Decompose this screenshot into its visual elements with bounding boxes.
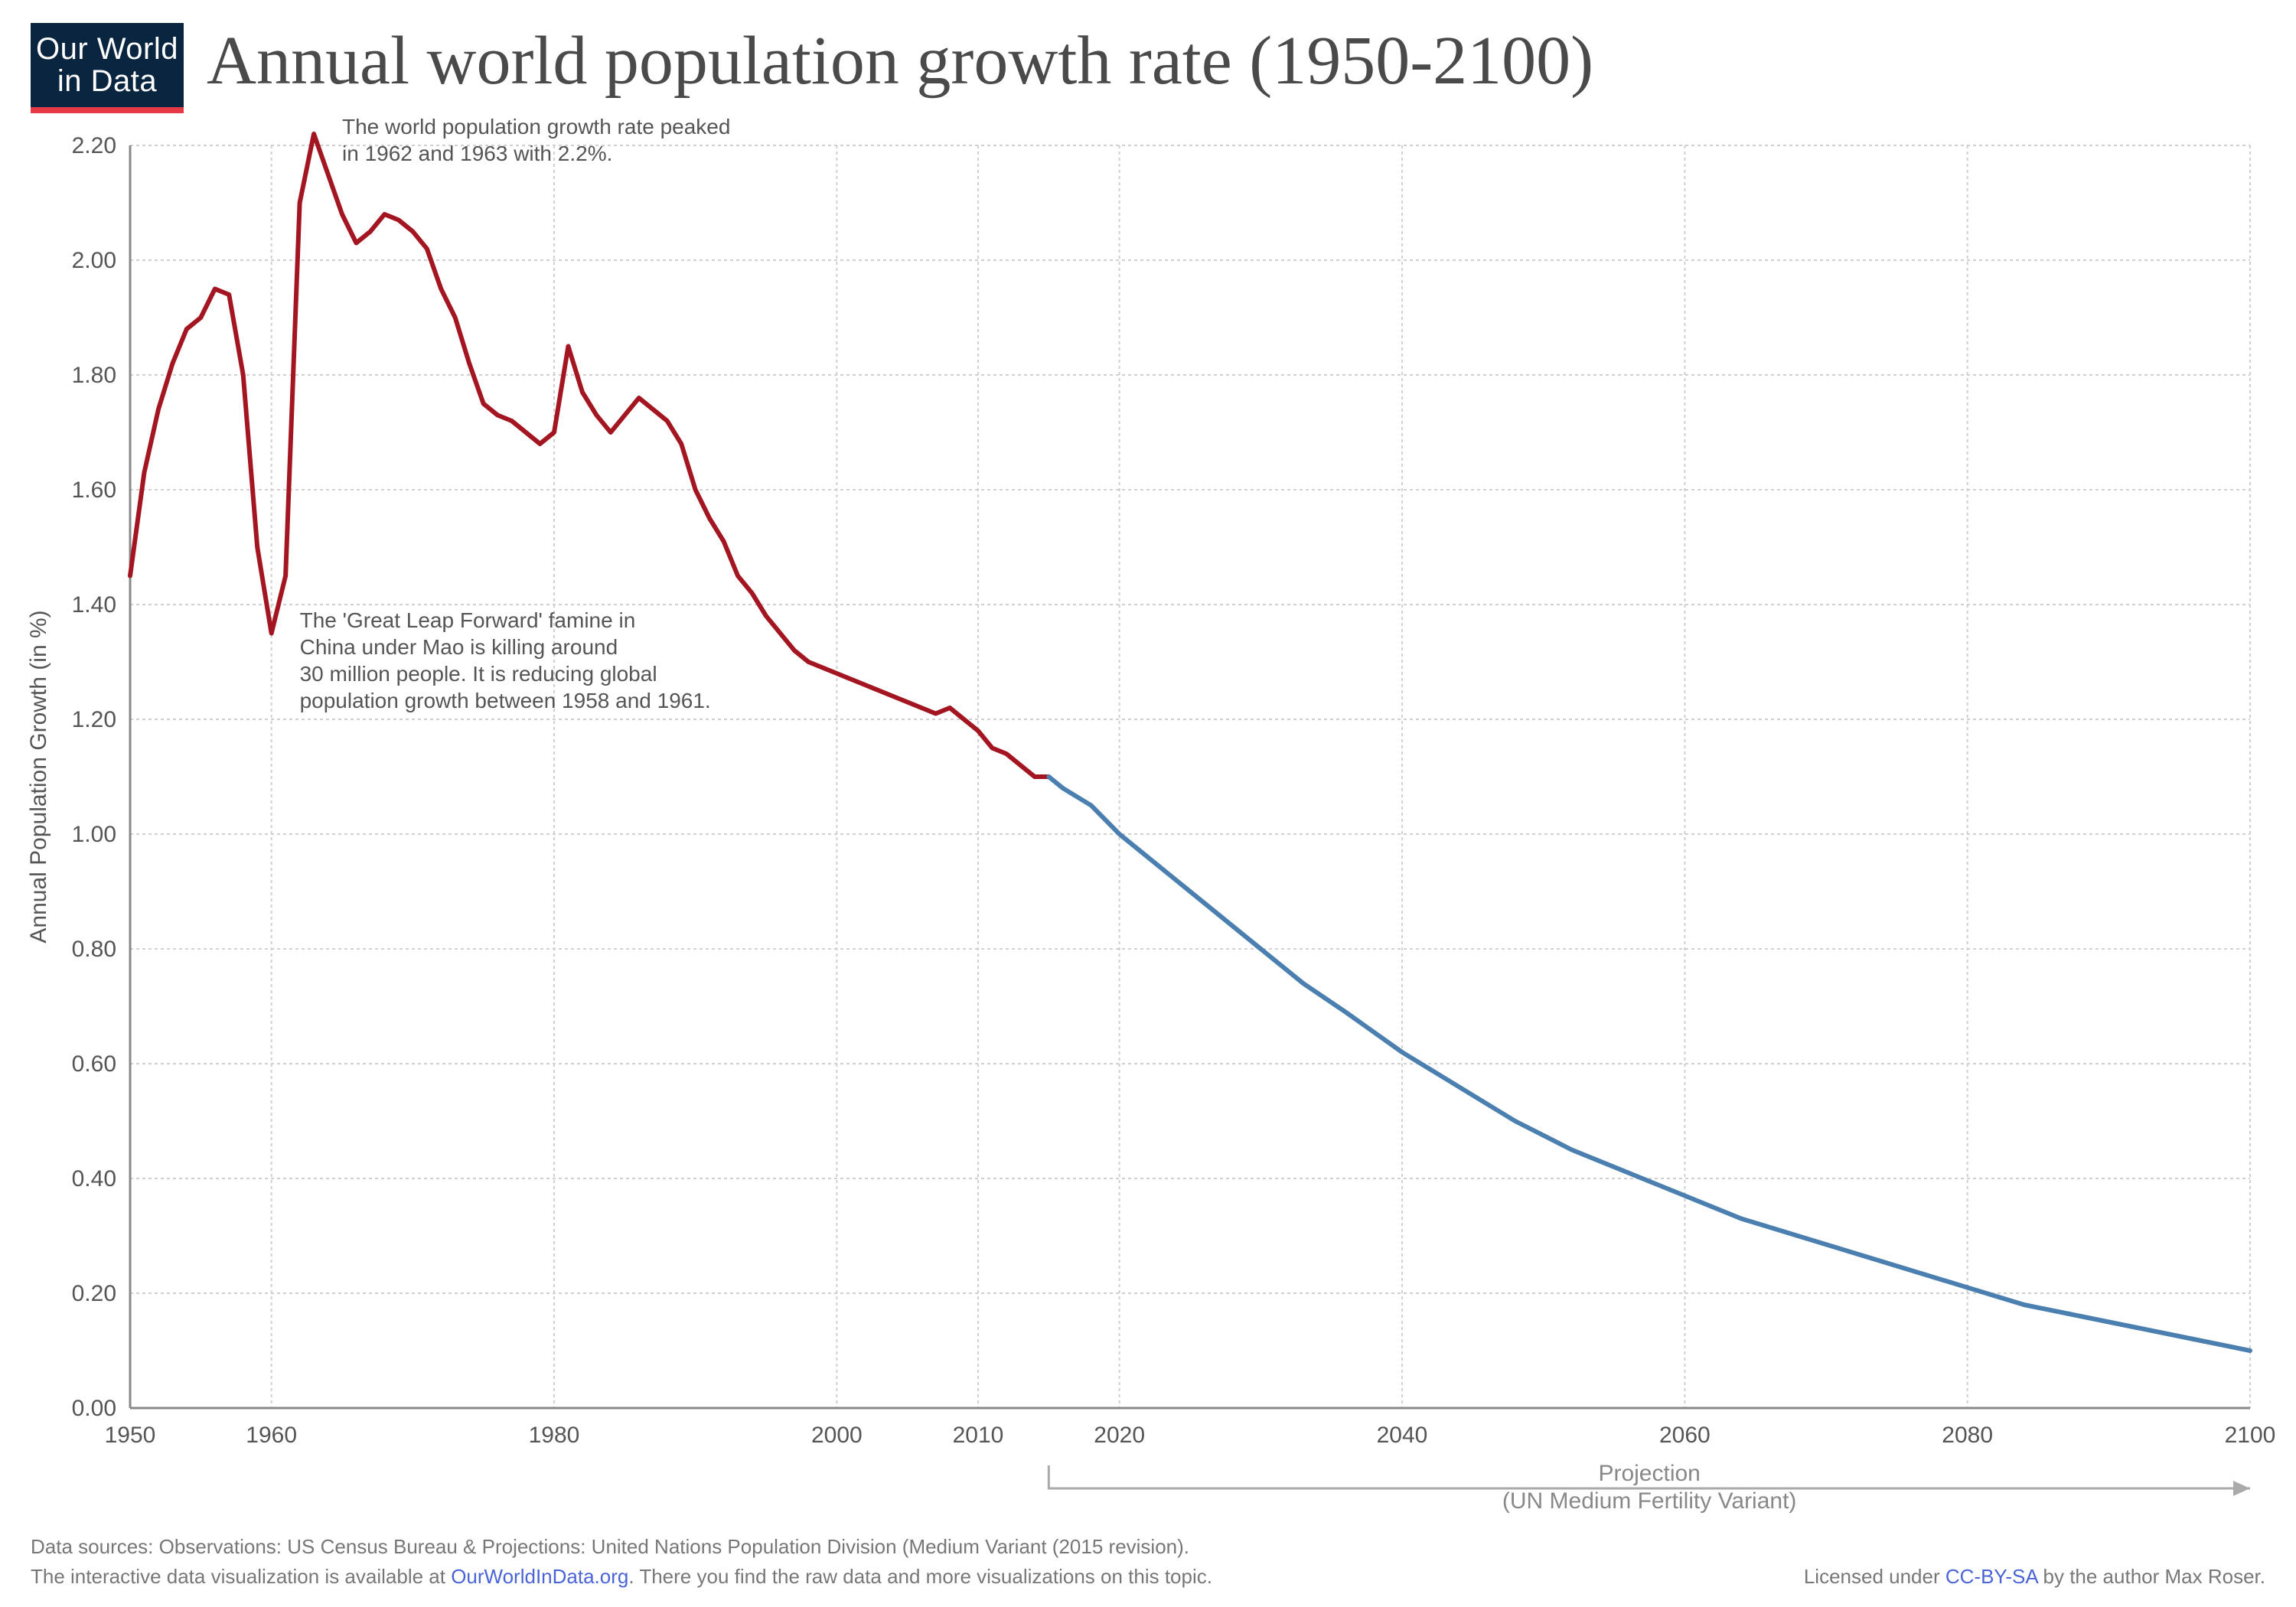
svg-text:0.00: 0.00 xyxy=(72,1396,116,1421)
svg-text:2.20: 2.20 xyxy=(72,133,116,158)
svg-text:1.40: 1.40 xyxy=(72,592,116,618)
svg-text:0.60: 0.60 xyxy=(72,1051,116,1077)
svg-text:0.80: 0.80 xyxy=(72,937,116,962)
svg-text:0.20: 0.20 xyxy=(72,1281,116,1306)
svg-text:1.20: 1.20 xyxy=(72,707,116,732)
svg-text:1960: 1960 xyxy=(246,1423,297,1448)
license-link[interactable]: CC-BY-SA xyxy=(1945,1565,2037,1588)
footer-line1: Data sources: Observations: US Census Bu… xyxy=(31,1532,2265,1562)
y-tick-labels: 0.00 0.20 0.40 0.60 0.80 1.00 1.20 1.40 1.60 1.80… xyxy=(72,133,116,1421)
svg-text:1980: 1980 xyxy=(529,1423,580,1448)
svg-text:2.00: 2.00 xyxy=(72,248,116,273)
svg-text:2020: 2020 xyxy=(1094,1423,1145,1448)
svg-text:1.00: 1.00 xyxy=(72,822,116,847)
gridlines xyxy=(130,145,2250,1408)
owid-link[interactable]: OurWorldInData.org xyxy=(451,1565,628,1588)
footer-license: Licensed under CC-BY-SA by the author Ma… xyxy=(1804,1562,2265,1592)
svg-text:2000: 2000 xyxy=(811,1423,863,1448)
projection-arrowhead xyxy=(2233,1481,2250,1496)
annotation-peak: The world population growth rate peakedi… xyxy=(342,115,730,165)
svg-text:2080: 2080 xyxy=(1942,1423,1993,1448)
footer: Data sources: Observations: US Census Bu… xyxy=(31,1532,2265,1592)
svg-text:2060: 2060 xyxy=(1659,1423,1711,1448)
svg-text:2100: 2100 xyxy=(2225,1423,2276,1448)
annotation-famine: The 'Great Leap Forward' famine inChina … xyxy=(300,608,711,712)
svg-text:1950: 1950 xyxy=(105,1423,156,1448)
x-tick-labels: 1950 1960 1980 2000 2010 2020 2040 2060 2080 2100 xyxy=(105,1423,2276,1448)
svg-text:2010: 2010 xyxy=(953,1423,1004,1448)
svg-text:0.40: 0.40 xyxy=(72,1166,116,1191)
chart-page: { "logo": {"line1":"Our World","line2":"… xyxy=(0,0,2296,1607)
svg-text:2040: 2040 xyxy=(1377,1423,1428,1448)
svg-text:1.60: 1.60 xyxy=(72,478,116,503)
y-axis-label: Annual Population Growth (in %) xyxy=(26,610,51,943)
svg-text:1.80: 1.80 xyxy=(72,363,116,388)
line-chart: 0.00 0.20 0.40 0.60 0.80 1.00 1.20 1.40 1.60 1.80… xyxy=(0,0,2296,1607)
